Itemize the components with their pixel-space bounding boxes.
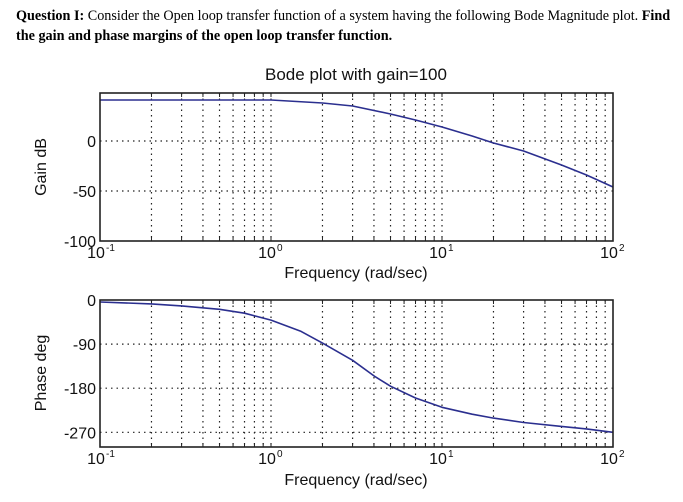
x-tick-exponent: 1 [448, 243, 454, 254]
chart-title: Bode plot with gain=100 [265, 65, 447, 84]
x-tick-label: 10 [258, 245, 276, 262]
phase-xlabel: Frequency (rad/sec) [284, 472, 427, 489]
x-tick-label: 10 [87, 451, 105, 468]
x-tick-label: 10 [600, 451, 618, 468]
y-tick-label: -100 [64, 234, 96, 251]
y-tick-label: 0 [87, 134, 96, 151]
x-tick-exponent: 2 [619, 243, 625, 254]
x-tick-label: 10 [429, 451, 447, 468]
magnitude-xlabel: Frequency (rad/sec) [284, 265, 427, 282]
question-body: Consider the Open loop transfer function… [84, 8, 642, 24]
axes-frame [99, 299, 614, 448]
y-tick-label: -270 [64, 425, 96, 442]
x-tick-label: 10 [429, 245, 447, 262]
data-line [100, 99, 614, 188]
x-tick-exponent: -1 [106, 449, 115, 460]
y-tick-label: -180 [64, 381, 96, 398]
x-tick-exponent: 0 [277, 243, 283, 254]
x-tick-exponent: 0 [277, 449, 283, 460]
x-tick-exponent: 1 [448, 449, 454, 460]
x-tick-label: 10 [87, 245, 105, 262]
y-tick-label: 0 [87, 293, 96, 310]
y-tick-label: -50 [73, 184, 96, 201]
question-instruction: Find the gain and phase margins of the o… [16, 8, 671, 44]
magnitude-ylabel: Gain dB [33, 138, 50, 196]
data-line [99, 301, 614, 434]
x-tick-label: 10 [258, 451, 276, 468]
axes-frame [99, 92, 614, 242]
question-label: Question I: [16, 8, 85, 24]
y-tick-label: -90 [73, 337, 96, 354]
x-tick-label: 10 [600, 245, 618, 262]
x-tick-exponent: 2 [619, 449, 625, 460]
phase-ylabel: Phase deg [33, 335, 50, 412]
x-tick-exponent: -1 [106, 243, 115, 254]
question-text: Question I: Consider the Open loop trans… [16, 6, 676, 46]
